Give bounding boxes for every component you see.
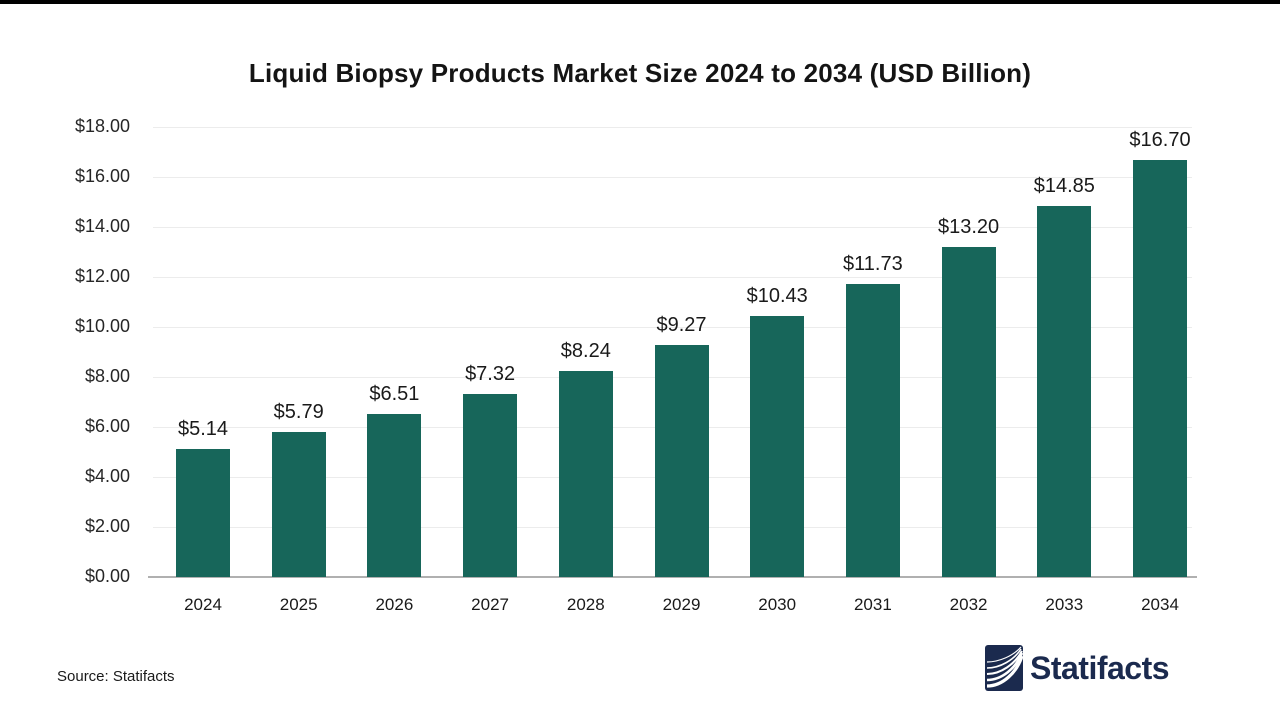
gridline — [153, 127, 1192, 128]
bar-value-label: $8.24 — [560, 340, 611, 362]
y-axis-labels: $18.00 $16.00 $14.00 $12.00 $10.00 $8.00 $6.00… — [0, 116, 130, 586]
bar-value-label: $13.20 — [938, 216, 1000, 238]
bar-value-label: $14.85 — [1033, 174, 1095, 197]
x-axis-label: 2031 — [853, 595, 892, 614]
y-tick-label: $18.00 — [74, 116, 130, 136]
bar-2034 — [1133, 159, 1187, 577]
bar-value-label: $5.79 — [273, 401, 324, 424]
bar-value-label: $10.43 — [746, 285, 808, 308]
x-axis-label: 2032 — [949, 595, 988, 614]
bar-2028 — [558, 371, 613, 577]
bar-value-label: $11.73 — [843, 252, 903, 275]
bar-value-label: $6.51 — [369, 383, 420, 406]
y-tick-label: $16.00 — [74, 166, 130, 186]
bar-value-label: $5.14 — [177, 417, 229, 440]
bar-2025 — [271, 432, 326, 577]
y-tick-label: $14.00 — [74, 216, 130, 236]
y-tick-label: $0.00 — [84, 566, 130, 586]
gridline — [153, 277, 1192, 278]
x-axis-label: 2034 — [1141, 595, 1179, 614]
y-tick-label: $12.00 — [74, 266, 130, 286]
bar-2026 — [367, 414, 422, 577]
bar-2024 — [176, 448, 230, 577]
top-border — [0, 0, 1280, 4]
statifacts-logo-icon — [985, 645, 1023, 691]
bar-2032 — [941, 247, 996, 577]
y-tick-label: $6.00 — [84, 416, 130, 436]
x-axis-label: 2028 — [566, 595, 605, 614]
bar-2031 — [845, 283, 900, 577]
x-axis-line — [148, 576, 1197, 578]
x-axis-label: 2027 — [471, 595, 510, 614]
gridline — [153, 327, 1192, 328]
source-label: Source: Statifacts — [57, 668, 175, 685]
bar-value-label: $16.70 — [1129, 128, 1191, 151]
x-axis-label: 2030 — [758, 595, 797, 614]
gridline — [153, 177, 1192, 178]
statifacts-logo: Statifacts — [985, 645, 1170, 691]
gridline — [153, 227, 1192, 228]
y-tick-label: $8.00 — [84, 366, 130, 386]
bar-2033 — [1037, 205, 1092, 577]
bar-2030 — [750, 316, 805, 577]
y-tick-label: $2.00 — [84, 516, 130, 536]
x-axis-label: 2025 — [279, 595, 318, 614]
x-axis-label: 2026 — [375, 595, 414, 614]
logo-text: Statifacts — [1030, 650, 1170, 686]
x-axis-label: 2029 — [662, 595, 701, 614]
bar-2029 — [654, 345, 709, 577]
bar-chart-plot-area: $5.14 2024 $5.79 2025 $6.51 2026 $7.32 2027 $8.2… — [148, 127, 1197, 614]
chart-title: Liquid Biopsy Products Market Size 2024 … — [248, 58, 1032, 89]
y-tick-label: $4.00 — [84, 466, 130, 486]
x-axis-label: 2024 — [184, 595, 222, 614]
bar-2027 — [463, 394, 518, 577]
bar-value-label: $9.27 — [656, 314, 707, 337]
y-tick-label: $10.00 — [74, 316, 130, 336]
x-axis-label: 2033 — [1045, 595, 1084, 614]
bar-value-label: $7.32 — [465, 363, 516, 385]
